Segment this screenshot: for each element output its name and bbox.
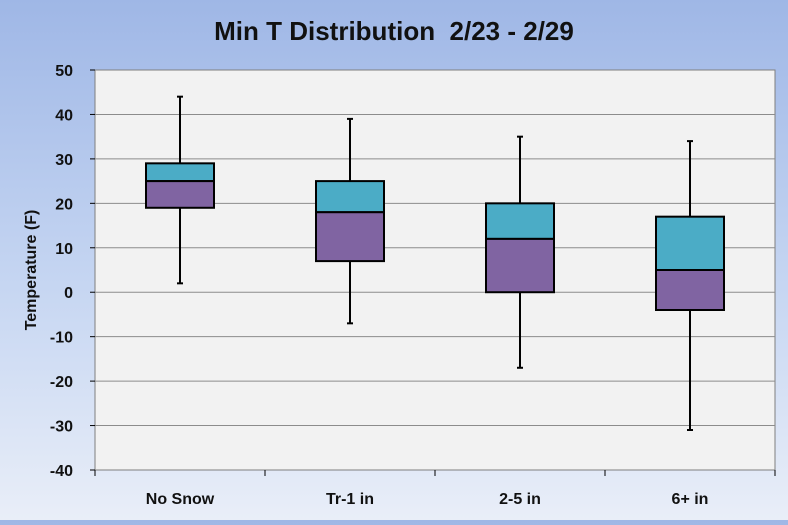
x-category-label: Tr-1 in [326,491,374,508]
x-category-label: No Snow [146,491,215,508]
y-tick-label: 0 [64,285,73,302]
lower-box [145,180,215,209]
y-axis-ticks: 50 40 30 20 10 0 -10 -20 -30 -40 [50,63,95,480]
box-group [315,117,385,325]
y-axis-title: Temperature (F) [23,210,40,331]
boxes [145,95,725,431]
x-axis-labels: No Snow Tr-1 in 2-5 in 6+ in [94,470,776,508]
gridlines [95,113,775,427]
y-tick-label: -40 [50,463,73,480]
lower-box [485,237,555,294]
lower-box [315,211,385,263]
y-tick-label: -10 [50,330,73,347]
x-category-label: 6+ in [672,491,709,508]
y-tick-label: 20 [55,196,73,213]
box-group [485,135,555,369]
upper-box [315,180,385,214]
y-tick-label: 10 [55,241,73,258]
y-tick-label: -20 [50,374,73,391]
box-group [655,140,725,431]
lower-box [655,269,725,311]
y-tick-label: -30 [50,419,73,436]
upper-box [655,215,725,272]
upper-box [145,162,215,183]
chart-title: Min T Distribution 2/23 - 2/29 [214,16,574,46]
upper-box [485,202,555,240]
y-tick-label: 50 [55,63,73,80]
box-group [145,95,215,285]
y-tick-label: 40 [55,107,73,124]
y-tick-label: 30 [55,152,73,169]
x-category-label: 2-5 in [499,491,541,508]
